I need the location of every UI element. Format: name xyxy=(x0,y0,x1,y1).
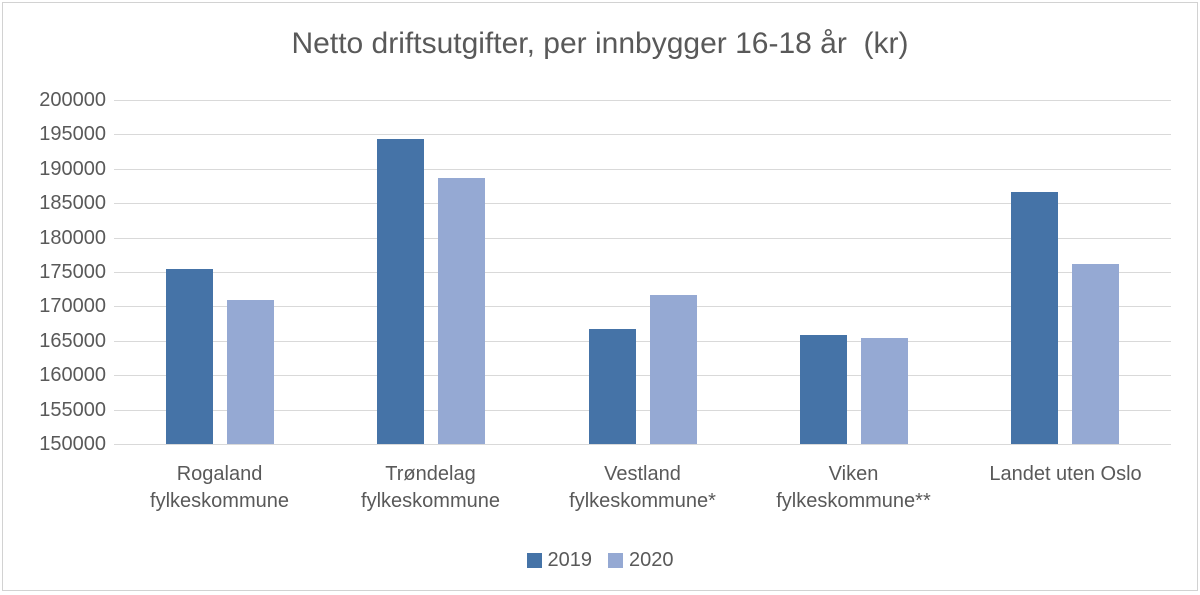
x-category-label-line: Rogaland xyxy=(176,463,263,485)
legend-item-2019: 2019 xyxy=(526,549,593,572)
x-category-label-line: fylkeskommune xyxy=(361,490,500,512)
x-category-label: Vestland fylkeskommune* xyxy=(537,461,748,515)
y-tick-label: 180000 xyxy=(39,226,106,249)
legend-swatch-icon xyxy=(526,553,542,568)
gridline xyxy=(114,444,1171,445)
y-tick-label: 200000 xyxy=(39,89,106,111)
legend-label: 2020 xyxy=(629,549,674,571)
x-category-label: Landet uten Oslo xyxy=(960,461,1171,488)
x-category-label-line: fylkeskommune* xyxy=(569,490,716,512)
y-tick-label: 185000 xyxy=(39,192,106,215)
x-category-label-line: Trøndelag xyxy=(385,463,476,485)
legend-item-2020: 2020 xyxy=(608,549,674,572)
y-tick-label: 160000 xyxy=(39,364,106,387)
bar-2020-5 xyxy=(1072,264,1119,444)
y-tick-label: 190000 xyxy=(39,157,106,180)
bar-2019-5 xyxy=(1011,192,1058,444)
bar-2020-4 xyxy=(861,338,908,444)
gridline xyxy=(114,272,1171,273)
gridline xyxy=(114,375,1171,376)
legend: 2019 2020 xyxy=(3,549,1197,572)
gridline xyxy=(114,341,1171,342)
bar-2020-1 xyxy=(227,300,274,444)
legend-label: 2019 xyxy=(547,549,593,571)
x-category-label-line: Landet uten Oslo xyxy=(989,463,1142,485)
gridline xyxy=(114,306,1171,307)
bar-2019-1 xyxy=(166,269,213,444)
x-category-label-line: Vestland xyxy=(604,463,681,485)
y-tick-label: 195000 xyxy=(39,123,106,146)
y-tick-label: 165000 xyxy=(39,329,106,352)
x-category-label-line: fylkeskommune xyxy=(150,490,289,512)
legend-swatch-icon xyxy=(608,553,623,568)
x-category-label: Trøndelag fylkeskommune xyxy=(325,461,536,515)
gridline xyxy=(114,100,1171,101)
gridline xyxy=(114,410,1171,411)
gridline xyxy=(114,203,1171,204)
bar-2019-2 xyxy=(377,139,424,444)
bar-2019-3 xyxy=(589,329,636,444)
x-category-label: Viken fylkeskommune** xyxy=(748,461,959,515)
y-tick-label: 150000 xyxy=(39,433,106,455)
plot-area xyxy=(114,100,1171,445)
y-tick-label: 155000 xyxy=(39,398,106,421)
x-category-label: Rogaland fylkeskommune xyxy=(114,461,325,515)
x-category-label-line: fylkeskommune** xyxy=(776,490,931,512)
bar-2020-2 xyxy=(438,178,485,444)
gridline xyxy=(114,238,1171,239)
chart-title: Netto driftsutgifter, per innbygger 16-1… xyxy=(291,27,909,60)
bar-2020-3 xyxy=(650,295,697,444)
gridline xyxy=(114,169,1171,170)
y-tick-label: 170000 xyxy=(39,295,106,318)
gridline xyxy=(114,134,1171,135)
bar-2019-4 xyxy=(800,335,847,444)
x-category-label-line: Viken xyxy=(828,463,879,485)
y-tick-label: 175000 xyxy=(39,261,106,283)
